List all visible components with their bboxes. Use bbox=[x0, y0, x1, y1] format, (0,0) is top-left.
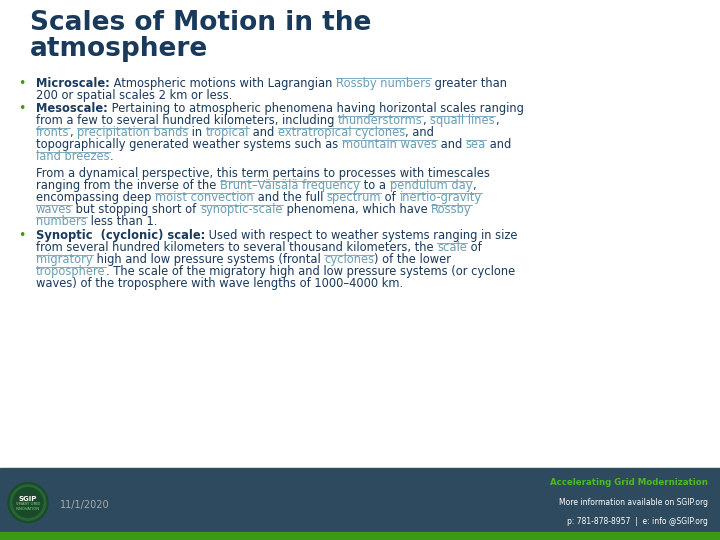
Text: less than 1.: less than 1. bbox=[86, 215, 157, 228]
Bar bbox=[0, 468, 720, 540]
Text: waves: waves bbox=[36, 203, 73, 216]
Text: of: of bbox=[381, 191, 400, 204]
Text: synoptic-scale: synoptic-scale bbox=[200, 203, 283, 216]
Text: of: of bbox=[467, 241, 482, 254]
Text: scale: scale bbox=[437, 241, 467, 254]
Text: moist convection: moist convection bbox=[155, 191, 253, 204]
Text: in: in bbox=[188, 126, 206, 139]
Text: numbers: numbers bbox=[36, 215, 86, 228]
Text: inertio-gravity: inertio-gravity bbox=[400, 191, 482, 204]
Text: Brunt–Väisälä frequency: Brunt–Väisälä frequency bbox=[220, 179, 360, 192]
Text: Accelerating Grid Modernization: Accelerating Grid Modernization bbox=[550, 478, 708, 487]
Text: land breezes: land breezes bbox=[36, 151, 109, 164]
Text: and: and bbox=[486, 138, 511, 151]
Text: 200 or spatial scales 2 km or less.: 200 or spatial scales 2 km or less. bbox=[36, 89, 233, 102]
Text: troposphere: troposphere bbox=[36, 265, 106, 278]
Text: Microscale:: Microscale: bbox=[36, 77, 109, 90]
Text: and the full: and the full bbox=[253, 191, 327, 204]
Text: 11/1/2020: 11/1/2020 bbox=[60, 501, 109, 510]
Text: but stopping short of: but stopping short of bbox=[73, 203, 200, 216]
Text: Pertaining to atmospheric phenomena having horizontal scales ranging: Pertaining to atmospheric phenomena havi… bbox=[108, 103, 523, 116]
Text: spectrum: spectrum bbox=[327, 191, 381, 204]
Text: ,: , bbox=[472, 179, 476, 192]
Text: •: • bbox=[18, 103, 25, 116]
Text: ,: , bbox=[70, 126, 77, 139]
Text: SGIP: SGIP bbox=[19, 496, 37, 502]
Text: Synoptic  (cyclonic) scale:: Synoptic (cyclonic) scale: bbox=[36, 229, 205, 242]
Text: Rossby numbers: Rossby numbers bbox=[336, 77, 431, 90]
Text: From a dynamical perspective, this term pertains to processes with timescales: From a dynamical perspective, this term … bbox=[36, 167, 490, 180]
Text: Mesoscale:: Mesoscale: bbox=[36, 103, 108, 116]
Text: ) of the lower: ) of the lower bbox=[374, 253, 451, 266]
Text: high and low pressure systems (frontal: high and low pressure systems (frontal bbox=[93, 253, 324, 266]
Text: Used with respect to weather systems ranging in size: Used with respect to weather systems ran… bbox=[205, 229, 518, 242]
Text: waves) of the troposphere with wave lengths of 1000–4000 km.: waves) of the troposphere with wave leng… bbox=[36, 277, 403, 290]
Text: •: • bbox=[18, 229, 25, 242]
Text: encompassing deep: encompassing deep bbox=[36, 191, 155, 204]
Text: fronts: fronts bbox=[36, 126, 70, 139]
Text: mountain waves: mountain waves bbox=[342, 138, 437, 151]
Text: SMART GRID
INNOVATION: SMART GRID INNOVATION bbox=[16, 502, 40, 511]
Text: phenomena, which have: phenomena, which have bbox=[283, 203, 431, 216]
Text: and: and bbox=[249, 126, 278, 139]
Text: ,: , bbox=[495, 114, 498, 127]
Text: topographically generated weather systems such as: topographically generated weather system… bbox=[36, 138, 342, 151]
Text: , and: , and bbox=[405, 126, 434, 139]
Text: precipitation bands: precipitation bands bbox=[77, 126, 188, 139]
Text: sea: sea bbox=[466, 138, 486, 151]
Text: from a few to several hundred kilometers, including: from a few to several hundred kilometers… bbox=[36, 114, 338, 127]
Text: •: • bbox=[18, 77, 25, 90]
Text: migratory: migratory bbox=[36, 253, 93, 266]
Text: cyclones: cyclones bbox=[324, 253, 374, 266]
Text: p: 781-878-8957  |  e: info @SGIP.org: p: 781-878-8957 | e: info @SGIP.org bbox=[567, 517, 708, 526]
Text: greater than: greater than bbox=[431, 77, 507, 90]
Circle shape bbox=[8, 483, 48, 523]
Bar bbox=[0, 532, 720, 540]
Text: tropical: tropical bbox=[206, 126, 249, 139]
Text: .: . bbox=[109, 151, 113, 164]
Text: from several hundred kilometers to several thousand kilometers, the: from several hundred kilometers to sever… bbox=[36, 241, 437, 254]
Text: pendulum day: pendulum day bbox=[390, 179, 472, 192]
Text: to a: to a bbox=[360, 179, 390, 192]
Text: . The scale of the migratory high and low pressure systems (or cyclone: . The scale of the migratory high and lo… bbox=[106, 265, 515, 278]
Text: ,: , bbox=[423, 114, 430, 127]
Text: extratropical cyclones: extratropical cyclones bbox=[278, 126, 405, 139]
Text: More information available on SGIP.org: More information available on SGIP.org bbox=[559, 498, 708, 507]
Text: atmosphere: atmosphere bbox=[30, 36, 208, 62]
Text: squall lines: squall lines bbox=[430, 114, 495, 127]
Text: thunderstorms: thunderstorms bbox=[338, 114, 423, 127]
Text: Scales of Motion in the: Scales of Motion in the bbox=[30, 10, 372, 36]
Text: and: and bbox=[437, 138, 466, 151]
Text: Rossby: Rossby bbox=[431, 203, 472, 216]
Text: Atmospheric motions with Lagrangian: Atmospheric motions with Lagrangian bbox=[109, 77, 336, 90]
Text: ranging from the inverse of the: ranging from the inverse of the bbox=[36, 179, 220, 192]
